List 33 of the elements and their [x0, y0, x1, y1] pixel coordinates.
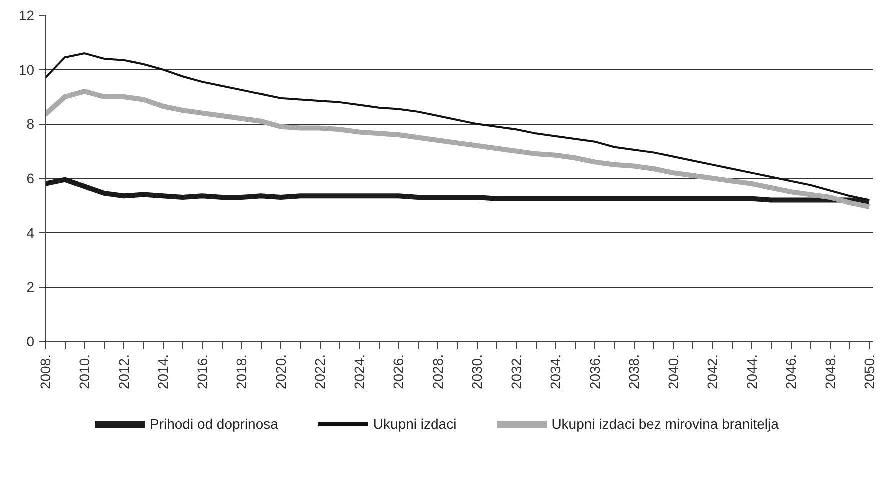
y-tick-label: 12	[18, 8, 35, 24]
y-tick-label: 6	[26, 170, 35, 186]
x-tick-label: 2026.	[390, 354, 407, 390]
x-tick-label: 2032.	[508, 354, 524, 390]
x-tick-label: 2012.	[116, 354, 132, 390]
x-tick-label: 2024.	[351, 354, 368, 390]
x-tick-label: 2016.	[194, 354, 210, 390]
x-tick-label: 2014.	[155, 354, 172, 390]
x-tick-label: 2040.	[665, 354, 682, 390]
x-tick-label: 2010.	[76, 354, 93, 390]
x-tick-label: 2036.	[586, 354, 603, 390]
legend-label: Ukupni izdaci	[373, 416, 457, 432]
x-tick-label: 2042.	[704, 354, 721, 390]
legend-label: Ukupni izdaci bez mirovina branitelja	[552, 416, 779, 432]
x-tick-label: 2034.	[548, 354, 564, 390]
x-tick-label: 2030.	[469, 354, 486, 390]
y-tick-label: 4	[26, 224, 35, 241]
x-tick-label: 2022.	[312, 354, 328, 390]
y-tick-label: 0	[26, 334, 35, 350]
x-tick-label: 2028.	[430, 354, 446, 390]
y-tick-label: 2	[26, 279, 35, 296]
x-tick-label: 2048.	[822, 354, 838, 390]
x-tick-label: 2018.	[234, 354, 250, 390]
x-tick-label: 2020.	[272, 354, 289, 390]
x-tick-label: 2046.	[783, 354, 800, 390]
x-tick-label: 2050.	[862, 354, 878, 390]
line-series	[46, 52, 871, 202]
legend-label: Prihodi od doprinosa	[150, 416, 278, 432]
x-tick-label: 2038.	[626, 354, 642, 390]
x-tick-label: 2008.	[38, 354, 54, 390]
y-tick-label: 8	[26, 116, 35, 132]
x-tick-label: 2044.	[744, 354, 760, 390]
y-tick-label: 10	[18, 62, 35, 78]
